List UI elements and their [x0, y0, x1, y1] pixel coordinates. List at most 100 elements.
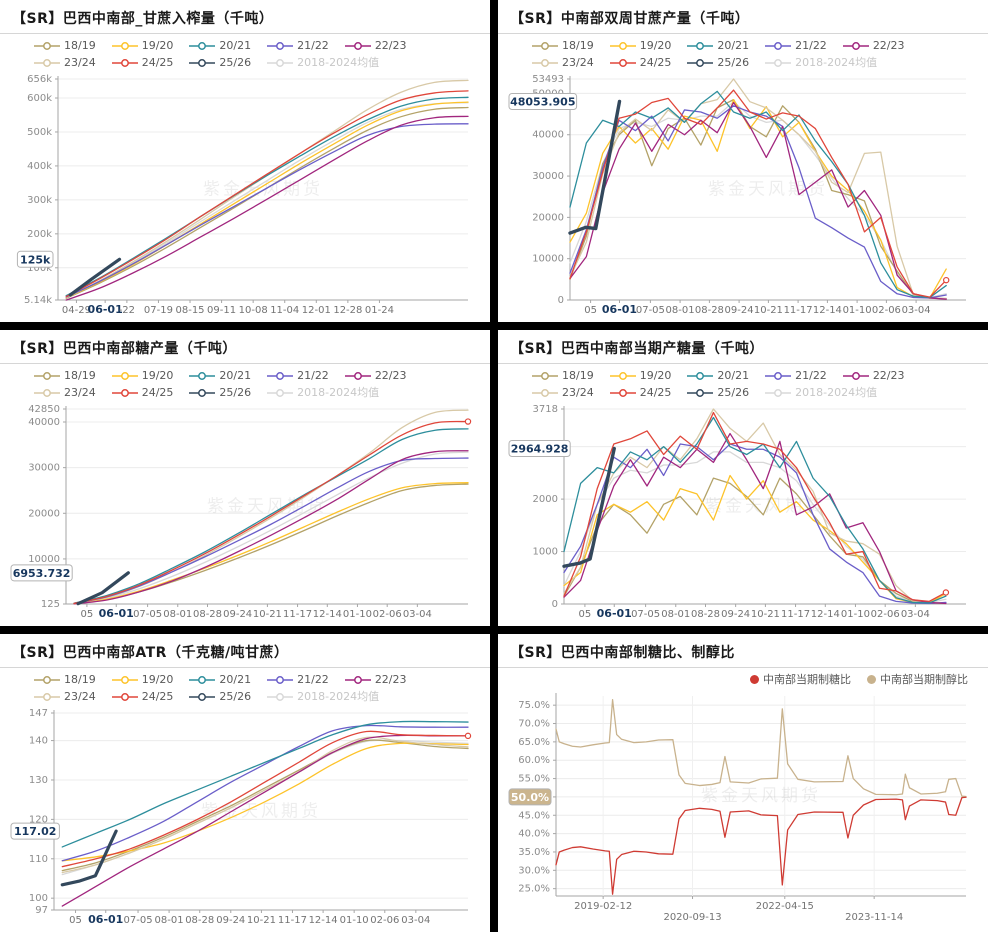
legend-item-22/23[interactable]: 22/23 [842, 367, 905, 384]
chart-panel-sugar-cumulative: 【SR】巴西中南部糖产量（千吨） 18/19 19/20 20/21 21/22 22/… [0, 330, 490, 626]
legend-item-23/24[interactable]: 23/24 [34, 688, 96, 705]
legend-item-18/19[interactable]: 18/19 [532, 367, 594, 384]
legend-item-19/20[interactable]: 19/20 [609, 367, 671, 384]
legend-item-25/26[interactable]: 25/26 [189, 688, 251, 705]
svg-text:100k: 100k [27, 263, 52, 274]
legend-item-20/21[interactable]: 20/21 [687, 367, 749, 384]
series-line-21/22 [73, 457, 469, 604]
svg-text:2023-11-14: 2023-11-14 [845, 912, 903, 923]
legend-item-19/20[interactable]: 19/20 [111, 671, 173, 688]
legend-item-22/23[interactable]: 22/23 [344, 671, 407, 688]
legend-item-24/25[interactable]: 24/25 [609, 54, 671, 71]
svg-text:40000: 40000 [28, 417, 60, 428]
chart-panel-biweekly-cane: 【SR】中南部双周甘蔗产量（千吨） 18/19 19/20 20/21 21/22 22… [498, 0, 988, 322]
series-line-25/26 [562, 446, 616, 568]
legend-item-21/22[interactable]: 21/22 [267, 37, 329, 54]
title-divider [0, 667, 490, 668]
svg-text:03-04: 03-04 [902, 305, 931, 316]
svg-text:120: 120 [29, 814, 48, 825]
legend-label: 19/20 [141, 369, 174, 382]
legend-item-20/21[interactable]: 20/21 [687, 37, 749, 54]
axis-value-marker [10, 822, 60, 840]
legend-item-23/24[interactable]: 23/24 [34, 54, 96, 71]
legend-label: 2018-2024均值 [795, 386, 878, 399]
legend-item-25/26[interactable]: 25/26 [687, 54, 749, 71]
svg-text:2964.928: 2964.928 [511, 442, 569, 455]
series-line-中南部当期制糖比 [555, 796, 967, 895]
legend-item-24/25[interactable]: 24/25 [609, 384, 671, 401]
legend-item-22/23[interactable]: 22/23 [842, 37, 905, 54]
legend-ring-icon [189, 58, 216, 67]
legend-ring-icon [111, 41, 138, 50]
legend-item-21/22[interactable]: 21/22 [267, 367, 329, 384]
legend-ring-icon [34, 692, 60, 701]
legend-item-18/19[interactable]: 18/19 [532, 37, 594, 54]
title-divider [498, 667, 988, 668]
title-divider [0, 33, 490, 34]
legend-item-21/22[interactable]: 21/22 [765, 367, 827, 384]
legend-item-19/20[interactable]: 19/20 [111, 367, 174, 384]
legend-ring-icon [532, 388, 558, 397]
legend-item-中南部当期制醇比[interactable]: 中南部当期制醇比 [867, 671, 968, 688]
legend-ring-icon [189, 388, 216, 397]
legend-ring-icon [189, 675, 216, 684]
legend-item-中南部当期制糖比[interactable]: 中南部当期制糖比 [750, 671, 851, 688]
legend-ring-icon [842, 41, 869, 50]
plot-area: 97 100 110 120 130 140 147 05 06-01 07-05 08-01 08-… [10, 705, 480, 930]
series-end-marker [464, 732, 472, 740]
svg-text:6953.732: 6953.732 [13, 567, 71, 580]
legend-item-2018-2024均值[interactable]: 2018-2024均值 [765, 384, 877, 401]
legend-item-20/21[interactable]: 20/21 [189, 671, 251, 688]
legend-ring-icon [765, 58, 792, 67]
legend-item-18/19[interactable]: 18/19 [34, 671, 96, 688]
legend-item-19/20[interactable]: 19/20 [111, 37, 173, 54]
legend-item-22/23[interactable]: 22/23 [344, 367, 407, 384]
legend-ring-icon [687, 41, 714, 50]
legend-ring-icon [111, 388, 138, 397]
legend-label: 18/19 [562, 39, 594, 52]
chart-title: 【SR】中南部双周甘蔗产量（千吨） [510, 11, 750, 27]
legend-item-2018-2024均值[interactable]: 2018-2024均值 [267, 688, 379, 705]
legend-item-24/25[interactable]: 24/25 [111, 688, 173, 705]
svg-text:40.0%: 40.0% [518, 829, 550, 840]
legend-item-23/24[interactable]: 23/24 [34, 384, 96, 401]
legend-item-21/22[interactable]: 21/22 [765, 37, 827, 54]
legend-item-18/19[interactable]: 18/19 [34, 367, 96, 384]
series-line-22/23 [563, 432, 947, 605]
svg-text:12-14: 12-14 [313, 609, 342, 620]
legend-item-24/25[interactable]: 24/25 [111, 54, 173, 71]
legend-item-21/22[interactable]: 21/22 [267, 671, 329, 688]
legend-ring-icon [34, 388, 60, 397]
series-end-marker [464, 418, 472, 425]
legend-item-2018-2024均值[interactable]: 2018-2024均值 [267, 54, 379, 71]
legend-item-2018-2024均值[interactable]: 2018-2024均值 [267, 384, 379, 401]
legend-label: 22/23 [374, 369, 407, 382]
chart-canvas: 010002000300037180506-0107-0508-0108-280… [508, 404, 966, 620]
axis-value-marker [16, 250, 54, 268]
legend-item-20/21[interactable]: 20/21 [189, 367, 251, 384]
legend-item-18/19[interactable]: 18/19 [34, 37, 96, 54]
legend-label: 22/23 [872, 369, 905, 382]
legend-item-2018-2024均值[interactable]: 2018-2024均值 [765, 54, 877, 71]
svg-text:02-06: 02-06 [373, 609, 402, 620]
legend-label: 21/22 [297, 673, 329, 686]
svg-text:60.0%: 60.0% [518, 755, 550, 766]
svg-text:48053.905: 48053.905 [510, 95, 575, 108]
axis-value-marker [508, 92, 578, 110]
legend-item-23/24[interactable]: 23/24 [532, 54, 594, 71]
svg-text:08-15: 08-15 [175, 305, 204, 316]
legend-label: 23/24 [64, 386, 96, 399]
legend-ring-icon [609, 58, 636, 67]
chart-panel-ratio: 【SR】巴西中南部制糖比、制醇比 中南部当期制糖比 中南部当期制醇比 25.0% 3… [498, 634, 988, 932]
chart-canvas: 25.0% 30.0% 35.0% 40.0% 45.0% 50.0% 55.0% 60.0%… [508, 693, 967, 923]
legend-item-20/21[interactable]: 20/21 [189, 37, 251, 54]
legend-item-22/23[interactable]: 22/23 [344, 37, 407, 54]
legend-item-19/20[interactable]: 19/20 [609, 37, 671, 54]
legend-item-23/24[interactable]: 23/24 [532, 384, 594, 401]
legend-item-25/26[interactable]: 25/26 [687, 384, 749, 401]
legend-item-25/26[interactable]: 25/26 [189, 54, 251, 71]
legend-item-24/25[interactable]: 24/25 [111, 384, 173, 401]
svg-text:656k: 656k [27, 74, 52, 85]
svg-text:11-17: 11-17 [278, 915, 307, 926]
legend-item-25/26[interactable]: 25/26 [189, 384, 251, 401]
